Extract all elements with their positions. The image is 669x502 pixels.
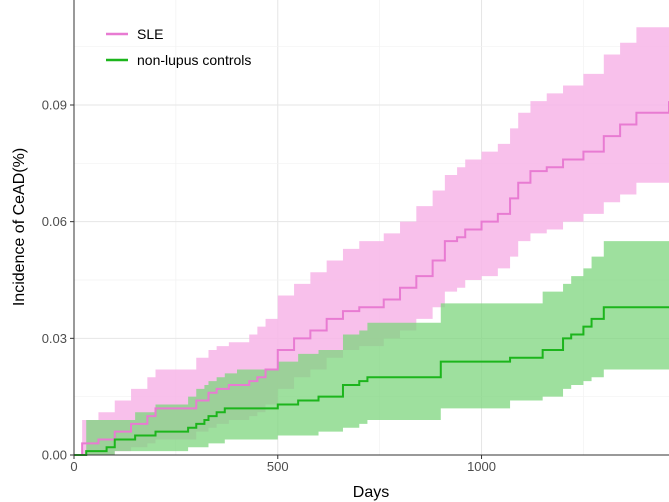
axes	[73, 0, 669, 456]
series-line-sle	[74, 101, 669, 456]
y-tick-label: 0.00	[42, 448, 67, 463]
legend-label-sle: SLE	[137, 26, 163, 42]
confidence-band-controls	[74, 237, 669, 455]
y-axis-title: Incidence of CeAD(%)	[11, 148, 28, 306]
legend-label-controls: non-lupus controls	[137, 52, 251, 68]
x-tick-label: 0	[70, 459, 77, 474]
legend: SLE non-lupus controls	[106, 26, 251, 68]
x-axis-title: Days	[353, 484, 389, 501]
confidence-band-sle	[74, 0, 669, 455]
y-ticks: 0.00 0.03 0.06 0.09	[42, 98, 74, 463]
x-tick-label: 1000	[467, 459, 496, 474]
confidence-bands	[74, 0, 669, 455]
series-lines	[74, 101, 669, 456]
series-line-controls	[74, 306, 669, 456]
x-tick-label: 500	[267, 459, 289, 474]
y-tick-label: 0.03	[42, 331, 67, 346]
x-ticks: 0 500 1000	[70, 455, 496, 474]
y-tick-label: 0.06	[42, 214, 67, 229]
y-tick-label: 0.09	[42, 98, 67, 113]
